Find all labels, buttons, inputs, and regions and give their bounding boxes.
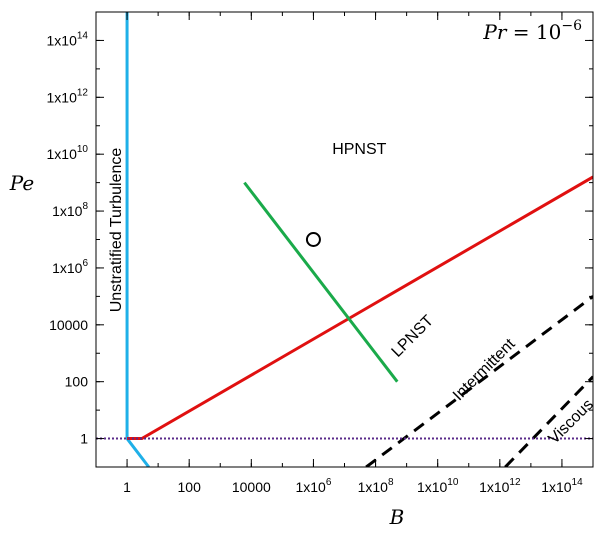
plot-frame	[95, 11, 594, 468]
region-hpnst: HPNST	[332, 141, 386, 158]
x-tick-label: 1	[123, 479, 131, 495]
y-axis-label: Pe	[9, 171, 34, 195]
region-viscous: Viscous	[545, 396, 594, 447]
parameter-label: Pr = 10−6	[482, 18, 582, 44]
region-lpnst: LPNST	[389, 312, 438, 361]
x-axis-label: B	[389, 505, 405, 529]
unstratified-boundary	[125, 12, 150, 467]
x-tick-label: 1x106	[295, 477, 331, 495]
circle-marker	[305, 232, 321, 247]
x-tick-label: 1x1014	[541, 477, 583, 495]
marker-layer	[305, 232, 321, 247]
y-tick-label: 100	[65, 374, 89, 390]
x-tick-label: 1x108	[358, 477, 394, 495]
y-tick-label: 1x108	[52, 201, 88, 219]
x-tick-label: 10000	[232, 479, 271, 495]
y-tick-label: 1x106	[52, 258, 88, 276]
viscous-boundary	[504, 375, 593, 467]
y-tick-label: 1x1012	[47, 87, 89, 105]
lpnst-boundary	[127, 175, 593, 441]
tick-layer: 1 100 10000 1x106 1x108 1x1010 1x1012 1x1014 1 10…	[47, 11, 594, 495]
region-unstratified: Unstratified Turbulence	[108, 148, 125, 313]
x-tick-label: 1x1012	[479, 477, 521, 495]
y-tick-label: 1	[80, 431, 88, 447]
region-intermittent: Intermittent	[450, 335, 519, 404]
series-layer	[96, 12, 593, 467]
y-tick-label: 10000	[49, 317, 88, 333]
x-tick-label: 1x1010	[417, 477, 459, 495]
y-tick-label: 1x1014	[47, 30, 89, 48]
y-tick-label: 1x1010	[47, 144, 89, 162]
hpnst-line	[243, 181, 399, 383]
annotation-layer: Unstratified Turbulence HPNST LPNST Intermi…	[108, 141, 594, 447]
x-tick-label: 100	[178, 479, 202, 495]
